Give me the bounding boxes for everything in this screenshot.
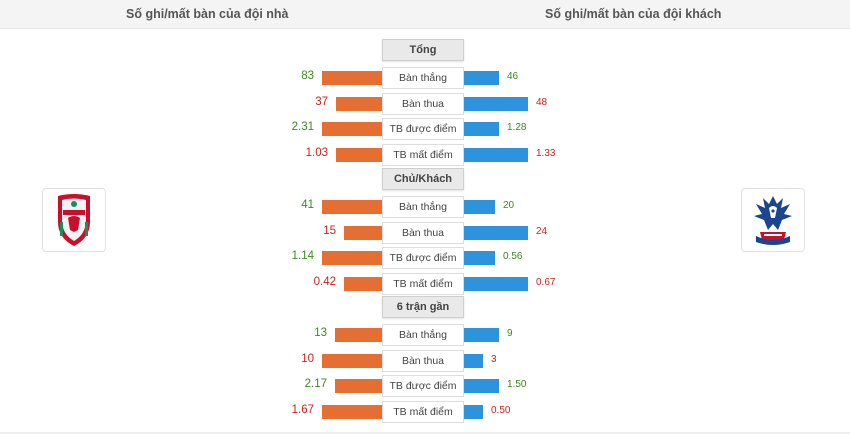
away-stat-value: 20: [503, 200, 515, 211]
away-stat-bar: [464, 148, 528, 163]
home-stat-value: 37: [315, 95, 328, 108]
home-stat-bar: [322, 200, 382, 214]
away-stat-value: 0.67: [536, 277, 556, 289]
away-stat-value: 24: [536, 225, 548, 237]
home-stat-value: 41: [301, 199, 314, 211]
home-stat-value: 0.42: [313, 276, 336, 289]
home-stat-bar: [335, 379, 382, 394]
home-stat-value: 10: [301, 352, 314, 365]
home-stat-bar: [322, 353, 382, 368]
away-stat-bar: [464, 200, 495, 214]
away-stat-bar: [464, 71, 499, 85]
home-stat-value: 1.14: [291, 250, 314, 263]
home-stat-value: 1.03: [305, 147, 328, 160]
home-stat-bar: [322, 122, 382, 137]
home-stat-bar: [322, 71, 382, 85]
home-stat-bar: [336, 148, 382, 163]
stat-label: TB được điểm: [382, 247, 464, 270]
stat-label: Bàn thua: [382, 92, 464, 115]
home-stats-title: Số ghi/mất bàn của đội nhà: [126, 7, 289, 21]
away-stat-value: 46: [507, 71, 519, 82]
home-stat-bar: [322, 251, 382, 266]
away-stat-value: 1.33: [536, 148, 556, 160]
away-stat-bar: [464, 353, 483, 368]
away-stat-bar: [464, 96, 528, 111]
away-stat-value: 1.50: [507, 379, 527, 391]
stat-label: TB mất điểm: [382, 273, 464, 296]
away-stat-value: 9: [507, 328, 513, 339]
stat-label: Bàn thua: [382, 349, 464, 372]
header-bar: Số ghi/mất bàn của đội nhà Số ghi/mất bà…: [0, 0, 850, 29]
away-stat-value: 0.56: [503, 251, 523, 263]
stat-label: Bàn thua: [382, 221, 464, 244]
stat-label: Bàn thắng: [382, 196, 464, 218]
home-stat-bar: [344, 225, 382, 240]
away-stat-bar: [464, 225, 528, 240]
home-stat-bar: [322, 405, 382, 420]
home-stat-bar: [335, 328, 382, 342]
stat-label: Bàn thắng: [382, 67, 464, 89]
crystal-palace-crest-icon: [754, 196, 792, 245]
home-team-logo[interactable]: [42, 188, 106, 252]
home-stat-value: 2.17: [304, 378, 327, 391]
away-stats-title: Số ghi/mất bàn của đội khách: [545, 7, 722, 21]
away-stat-bar: [464, 122, 499, 137]
home-stat-value: 1.67: [291, 404, 314, 417]
stat-label: TB được điểm: [382, 118, 464, 141]
away-stat-bar: [464, 379, 499, 394]
section-header: 6 trận gần: [382, 296, 464, 318]
away-stat-value: 3: [491, 353, 497, 365]
stat-label: TB được điểm: [382, 375, 464, 398]
away-stat-value: 48: [536, 96, 548, 108]
home-stat-value: 13: [314, 327, 327, 339]
away-stat-bar: [464, 251, 495, 266]
liverpool-crest-icon: [58, 194, 90, 246]
panel-bottom-border: [0, 432, 850, 434]
home-stat-bar: [336, 96, 382, 111]
away-stat-bar: [464, 405, 483, 420]
away-team-logo[interactable]: [741, 188, 805, 252]
home-stat-bar: [344, 277, 382, 292]
home-stat-value: 2.31: [291, 121, 314, 134]
away-stat-value: 0.50: [491, 405, 511, 417]
stat-label: TB mất điểm: [382, 401, 464, 424]
away-stat-bar: [464, 328, 499, 342]
away-stat-value: 1.28: [507, 122, 527, 134]
stat-label: TB mất điểm: [382, 144, 464, 167]
home-stat-value: 15: [323, 224, 336, 237]
section-header: Tổng: [382, 39, 464, 61]
stat-label: Bàn thắng: [382, 324, 464, 346]
section-header: Chủ/Khách: [382, 168, 464, 190]
home-stat-value: 83: [301, 70, 314, 82]
away-stat-bar: [464, 277, 528, 292]
